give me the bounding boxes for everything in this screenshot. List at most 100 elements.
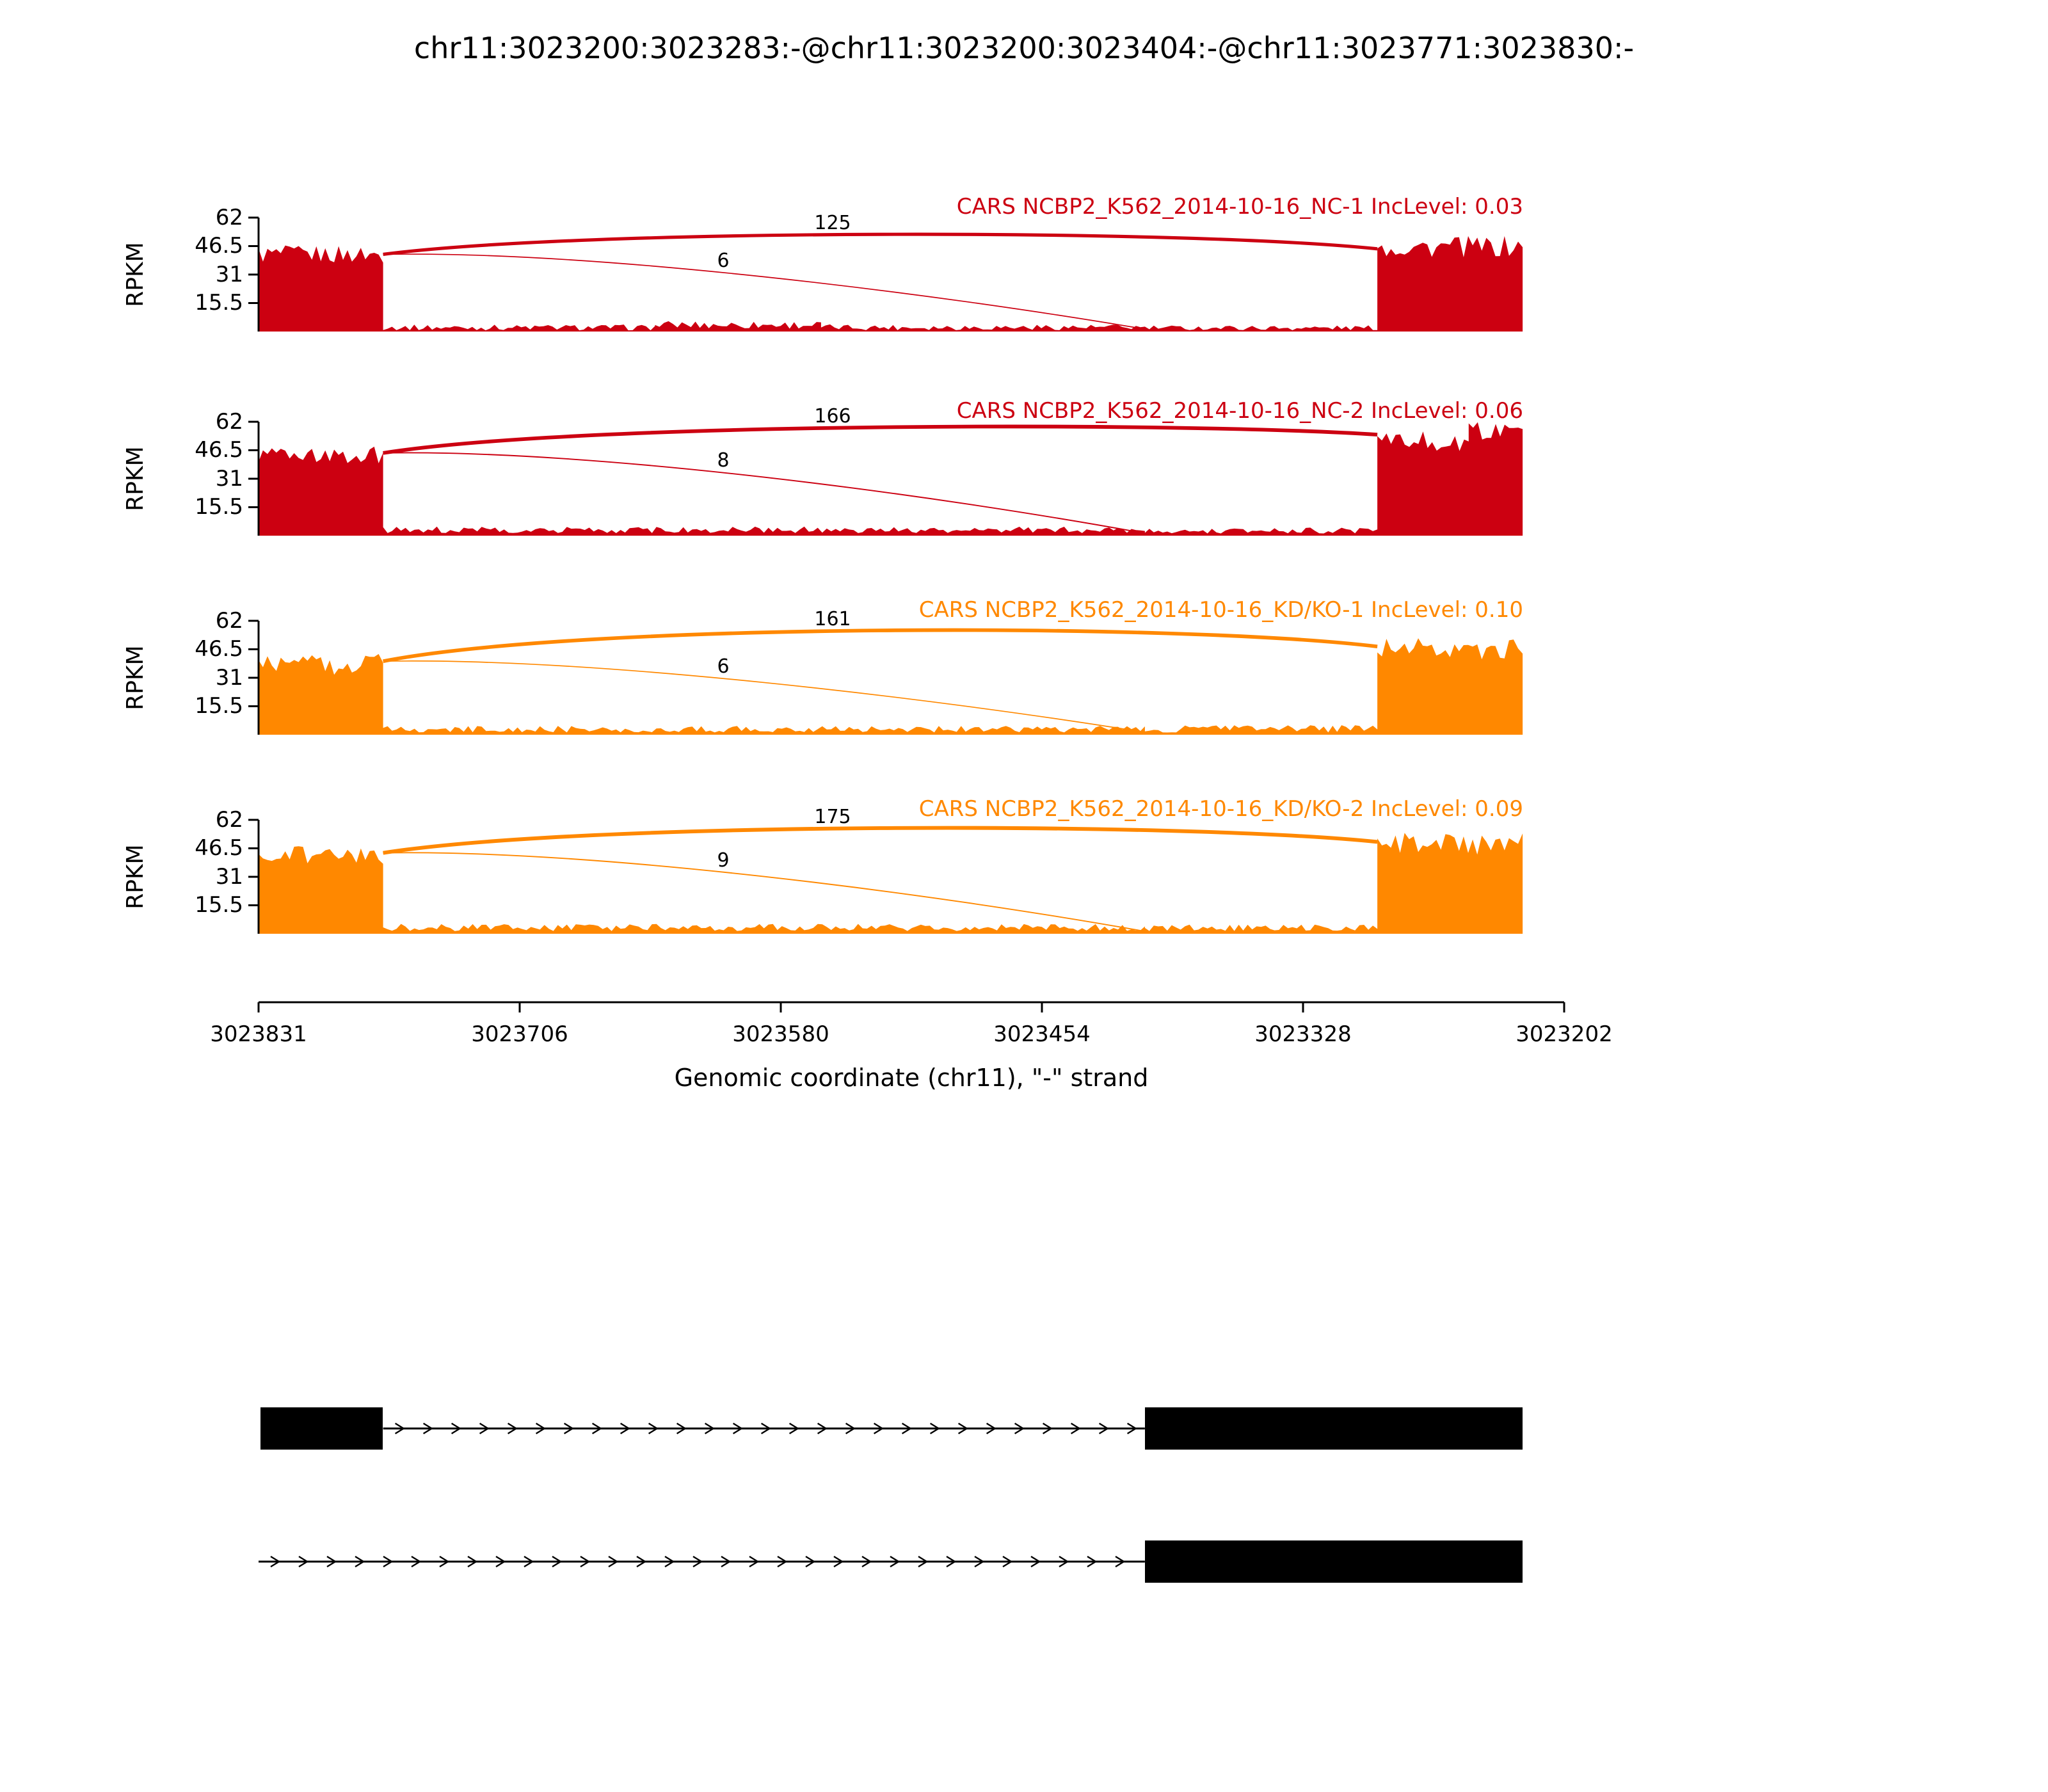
strand-direction-arrow [422,1422,433,1435]
junction-arc [383,660,1145,733]
isoform-exon [1145,1407,1523,1450]
strand-direction-arrow [411,1555,422,1568]
strand-direction-arrow [524,1555,534,1568]
junction-count-label: 161 [814,608,851,630]
strand-direction-arrow [620,1422,630,1435]
x-axis-label: Genomic coordinate (chr11), "-" strand [674,1064,1149,1092]
strand-direction-arrow [1126,1422,1137,1435]
strand-direction-arrow [760,1422,771,1435]
junction-arc [383,424,1378,455]
strand-direction-arrow [298,1555,309,1568]
junction-arc [383,852,1146,932]
track-title: CARS NCBP2_K562_2014-10-16_NC-1 IncLevel… [956,194,1523,220]
strand-direction-arrow [1098,1422,1109,1435]
strand-direction-arrow [648,1422,659,1435]
y-axis-tick-label: 46.5 [195,835,243,861]
strand-direction-arrow [1014,1422,1025,1435]
strand-direction-arrow [749,1555,760,1568]
junction-arc [383,826,1378,855]
y-axis-tick-label: 15.5 [195,892,243,918]
x-axis-tick-label: 3023202 [1516,1021,1613,1047]
strand-direction-arrow [721,1555,732,1568]
strand-direction-arrow [535,1422,546,1435]
junction-count-label: 9 [717,849,729,872]
y-axis-tick-label: 31 [215,665,243,691]
strand-direction-arrow [890,1555,900,1568]
y-axis-label: RPKM [122,844,148,909]
strand-direction-arrow [270,1555,281,1568]
strand-direction-arrow [704,1422,715,1435]
x-axis-tick-label: 3023328 [1254,1021,1352,1047]
strand-direction-arrow [394,1422,405,1435]
strand-direction-arrow [845,1422,856,1435]
strand-direction-arrow [467,1555,478,1568]
track-title: CARS NCBP2_K562_2014-10-16_KD/KO-2 IncLe… [918,796,1523,822]
junction-count-label: 175 [814,806,851,828]
y-axis-tick-label: 62 [215,608,243,634]
strand-direction-arrow [451,1422,461,1435]
strand-direction-arrow [1042,1422,1053,1435]
isoform-exon [260,1407,383,1450]
strand-direction-arrow [974,1555,985,1568]
strand-direction-arrow [1002,1555,1013,1568]
x-axis-tick-label: 3023831 [210,1021,307,1047]
junction-arc [383,452,1146,534]
strand-direction-arrow [833,1555,844,1568]
track-title: CARS NCBP2_K562_2014-10-16_KD/KO-1 IncLe… [918,597,1523,623]
strand-direction-arrow [591,1422,602,1435]
junction-arc [383,232,1378,256]
x-axis-tick-label: 3023706 [471,1021,568,1047]
y-axis-tick-label: 15.5 [195,290,243,316]
y-axis-label: RPKM [122,242,148,307]
strand-direction-arrow [580,1555,591,1568]
strand-direction-arrow [1115,1555,1126,1568]
strand-direction-arrow [692,1555,703,1568]
x-axis-tick-label: 3023580 [732,1021,829,1047]
strand-direction-arrow [552,1555,563,1568]
isoform-exon [1145,1540,1523,1583]
junction-arc [383,253,1146,330]
y-axis-tick-label: 15.5 [195,494,243,520]
junction-arc [383,628,1378,663]
y-axis-tick-label: 46.5 [195,636,243,662]
junction-count-label: 8 [717,449,729,472]
strand-direction-arrow [1087,1555,1098,1568]
y-axis-label: RPKM [122,446,148,511]
strand-direction-arrow [901,1422,912,1435]
strand-direction-arrow [383,1555,394,1568]
strand-direction-arrow [608,1555,619,1568]
y-axis-tick-label: 31 [215,262,243,287]
strand-direction-arrow [1070,1422,1081,1435]
coverage-area [259,422,1523,536]
strand-direction-arrow [1030,1555,1041,1568]
strand-direction-arrow [507,1422,518,1435]
coverage-area [259,833,1523,934]
strand-direction-arrow [326,1555,337,1568]
strand-direction-arrow [355,1555,365,1568]
strand-direction-arrow [563,1422,574,1435]
strand-direction-arrow [929,1422,940,1435]
strand-direction-arrow [805,1555,816,1568]
junction-count-label: 166 [814,405,851,428]
y-axis-tick-label: 31 [215,466,243,492]
junction-count-label: 6 [717,250,729,272]
strand-direction-arrow [788,1422,799,1435]
x-axis-tick-label: 3023454 [993,1021,1091,1047]
strand-direction-arrow [777,1555,788,1568]
strand-direction-arrow [495,1555,506,1568]
y-axis-tick-label: 62 [215,205,243,230]
strand-direction-arrow [636,1555,647,1568]
y-axis-tick-label: 15.5 [195,693,243,719]
coverage-area [259,236,1523,332]
y-axis-tick-label: 46.5 [195,233,243,259]
y-axis-tick-label: 46.5 [195,437,243,463]
strand-direction-arrow [946,1555,957,1568]
strand-direction-arrow [817,1422,828,1435]
strand-direction-arrow [918,1555,929,1568]
y-axis-tick-label: 62 [215,807,243,833]
coverage-area [259,638,1523,735]
track-title: CARS NCBP2_K562_2014-10-16_NC-2 IncLevel… [956,398,1523,424]
plot-title: chr11:3023200:3023283:-@chr11:3023200:30… [413,31,1635,65]
